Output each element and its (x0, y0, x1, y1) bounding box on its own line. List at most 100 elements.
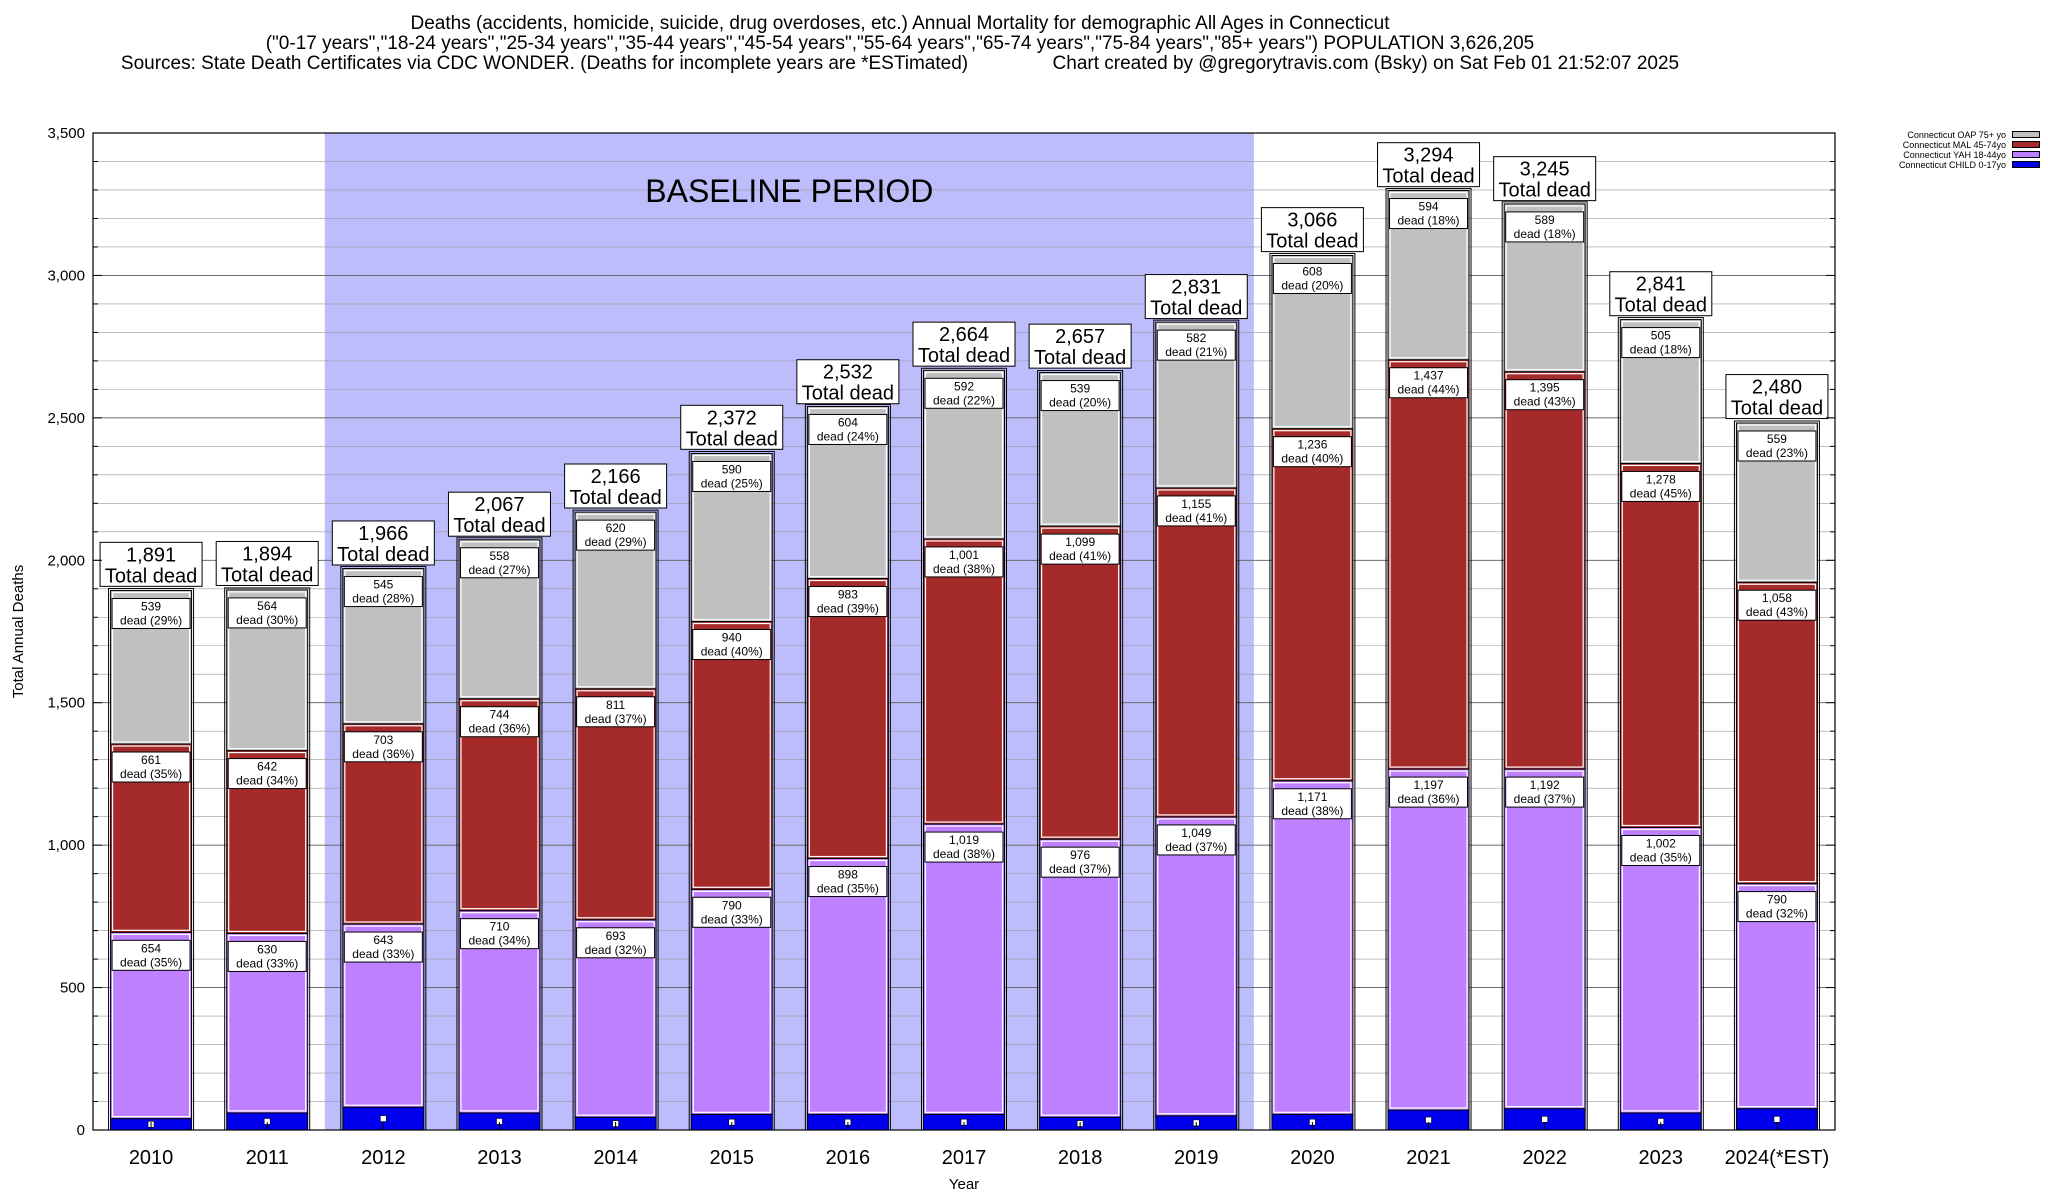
segment-value-label: 710 (489, 920, 509, 934)
segment-label-box (1272, 788, 1352, 820)
segment-pct-label: dead (43%) (1746, 605, 1808, 619)
segment-pct-label: dead (44%) (1398, 383, 1460, 397)
segment-pct-label: dead (36%) (1398, 792, 1460, 806)
bar-segment-outline (1041, 373, 1120, 525)
total-suffix-label: Total dead (337, 544, 429, 566)
total-suffix-label: Total dead (1731, 398, 1823, 420)
segment-label-box (1737, 430, 1817, 462)
segment-value-label: 620 (606, 521, 626, 535)
bar-segment-outline (1273, 256, 1352, 428)
segment-pct-label: dead (21%) (1165, 345, 1227, 359)
segment-value-label: 1,155 (1181, 497, 1211, 511)
segment-value-label: 976 (1070, 848, 1090, 862)
segment-label-box (1505, 776, 1585, 808)
segment-label-box (111, 751, 191, 783)
bar-segment-outline (344, 925, 423, 1106)
bar-segment-outline (1737, 884, 1817, 1108)
segment-value-label: 539 (1070, 382, 1090, 396)
segment-value-label: 811 (606, 698, 625, 712)
segment-pct-label: dead (41%) (1165, 511, 1227, 525)
total-suffix-label: Total dead (1382, 166, 1474, 188)
segment-value-label: 643 (373, 933, 393, 947)
legend-label: Connecticut OAP 75+ yo (1907, 130, 2006, 140)
segment-pct-label: dead (33%) (701, 912, 763, 926)
bar-segment (1271, 428, 1354, 782)
bar-segment (923, 538, 1005, 825)
total-value-label: 1,966 (358, 523, 408, 545)
bar-marker (1773, 1116, 1781, 1123)
segment-label-box (808, 586, 888, 618)
segment-value-label: 539 (141, 599, 161, 613)
bar-segment-outline (1737, 583, 1817, 883)
bar-segment-outline (228, 751, 307, 933)
segment-label-box (1156, 329, 1236, 361)
total-value-label: 2,841 (1636, 274, 1686, 296)
segment-pct-label: dead (35%) (120, 767, 182, 781)
segment-value-label: 545 (373, 578, 393, 592)
segment-value-label: 1,197 (1414, 778, 1444, 792)
total-suffix-label: Total dead (802, 383, 894, 405)
chart-subtitle: ("0-17 years","18-24 years","25-34 years… (265, 33, 1535, 54)
x-tick-label: 2013 (477, 1147, 522, 1169)
bar-segment-outline (111, 745, 191, 931)
segment-label-box (1040, 846, 1120, 878)
bar-marker (1541, 1116, 1548, 1123)
segment-label-box (1272, 262, 1352, 294)
total-label-box (1260, 207, 1364, 253)
legend-swatch (2012, 141, 2040, 148)
legend-label: Connecticut CHILD 0-17yo (1898, 160, 2006, 170)
segment-label-box (1621, 834, 1701, 866)
segment-pct-label: dead (35%) (817, 882, 879, 896)
segment-pct-label: dead (27%) (468, 563, 530, 577)
bar-segment-outline (228, 934, 307, 1112)
segment-pct-label: dead (22%) (933, 393, 995, 407)
segment-label-box (1737, 589, 1817, 621)
segment-value-label: 654 (141, 941, 161, 955)
segment-value-label: 589 (1535, 213, 1555, 227)
segment-value-label: 594 (1419, 200, 1439, 214)
segment-value-label: 1,099 (1065, 535, 1095, 549)
segment-label-box (692, 629, 772, 661)
segment-value-label: 642 (257, 760, 277, 774)
segment-value-label: 1,236 (1297, 438, 1327, 452)
segment-label-box (1621, 470, 1701, 502)
segment-pct-label: dead (38%) (933, 562, 995, 576)
x-tick-label: 2017 (942, 1147, 987, 1169)
segment-label-box (808, 413, 888, 445)
segment-label-box (227, 597, 307, 629)
bar-segment-outline (228, 591, 307, 750)
segment-value-label: 582 (1186, 331, 1206, 345)
segment-value-label: 1,049 (1181, 826, 1211, 840)
segment-value-label: 1,001 (949, 548, 979, 562)
total-value-label: 2,166 (591, 466, 641, 488)
segment-pct-label: dead (40%) (701, 645, 763, 659)
segment-label-box (576, 696, 656, 728)
legend-swatch (2012, 151, 2040, 158)
bar-segment (1619, 462, 1702, 828)
bar-segment (1039, 838, 1122, 1118)
segment-value-label: 744 (489, 708, 509, 722)
total-value-label: 2,480 (1752, 377, 1802, 399)
segment-value-label: 1,171 (1297, 790, 1327, 804)
segment-value-label: 790 (722, 898, 742, 912)
segment-value-label: 983 (838, 588, 858, 602)
total-label-box (796, 359, 900, 405)
legend-swatch (2012, 161, 2040, 168)
segment-value-label: 703 (373, 733, 393, 747)
segment-label-box (1156, 495, 1236, 527)
segment-label-box (924, 377, 1004, 409)
bar-marker (380, 1115, 387, 1122)
bar-segment-outline (576, 921, 655, 1116)
bar-segment-outline (1389, 361, 1468, 768)
total-suffix-label: Total dead (1615, 295, 1707, 317)
segment-pct-label: dead (35%) (1630, 850, 1692, 864)
total-suffix-label: Total dead (221, 564, 313, 586)
segment-pct-label: dead (18%) (1514, 227, 1576, 241)
total-value-label: 2,372 (707, 407, 757, 429)
segment-value-label: 1,192 (1530, 778, 1560, 792)
total-label-box (680, 404, 784, 450)
bar-segment-outline (808, 579, 887, 858)
x-tick-label: 2022 (1522, 1147, 1567, 1169)
segment-label-box (1505, 379, 1585, 411)
segment-pct-label: dead (18%) (1630, 343, 1692, 357)
